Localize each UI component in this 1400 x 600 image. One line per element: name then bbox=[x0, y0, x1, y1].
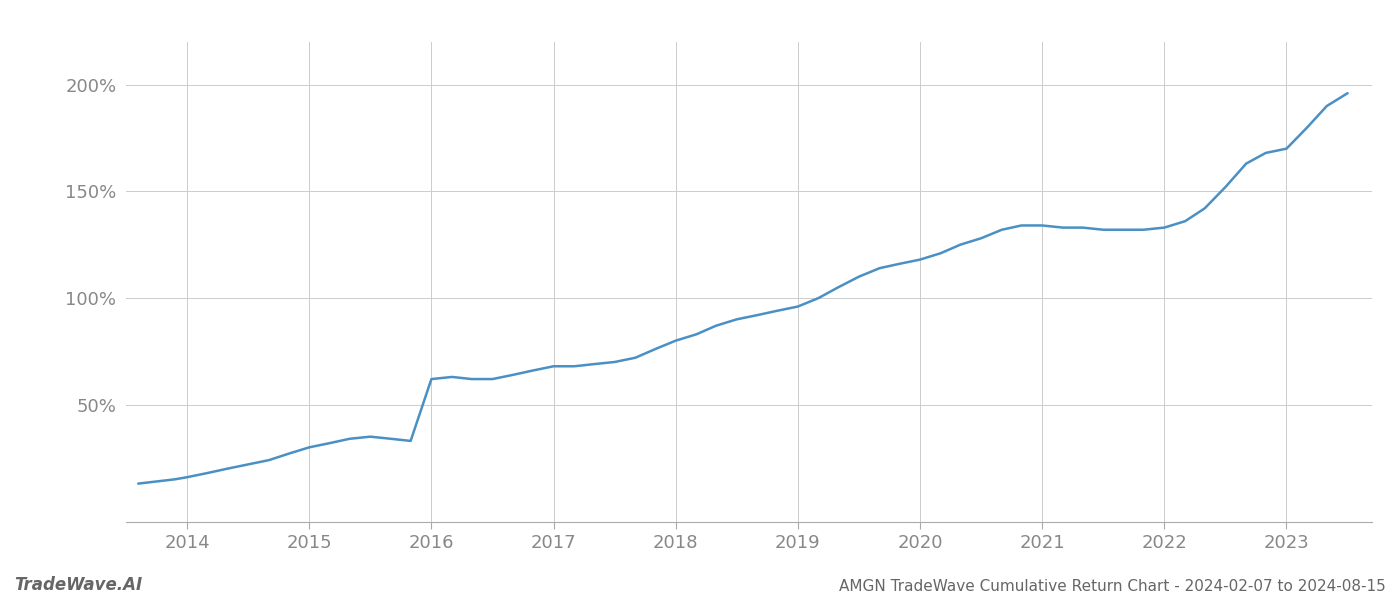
Text: TradeWave.AI: TradeWave.AI bbox=[14, 576, 143, 594]
Text: AMGN TradeWave Cumulative Return Chart - 2024-02-07 to 2024-08-15: AMGN TradeWave Cumulative Return Chart -… bbox=[839, 579, 1386, 594]
